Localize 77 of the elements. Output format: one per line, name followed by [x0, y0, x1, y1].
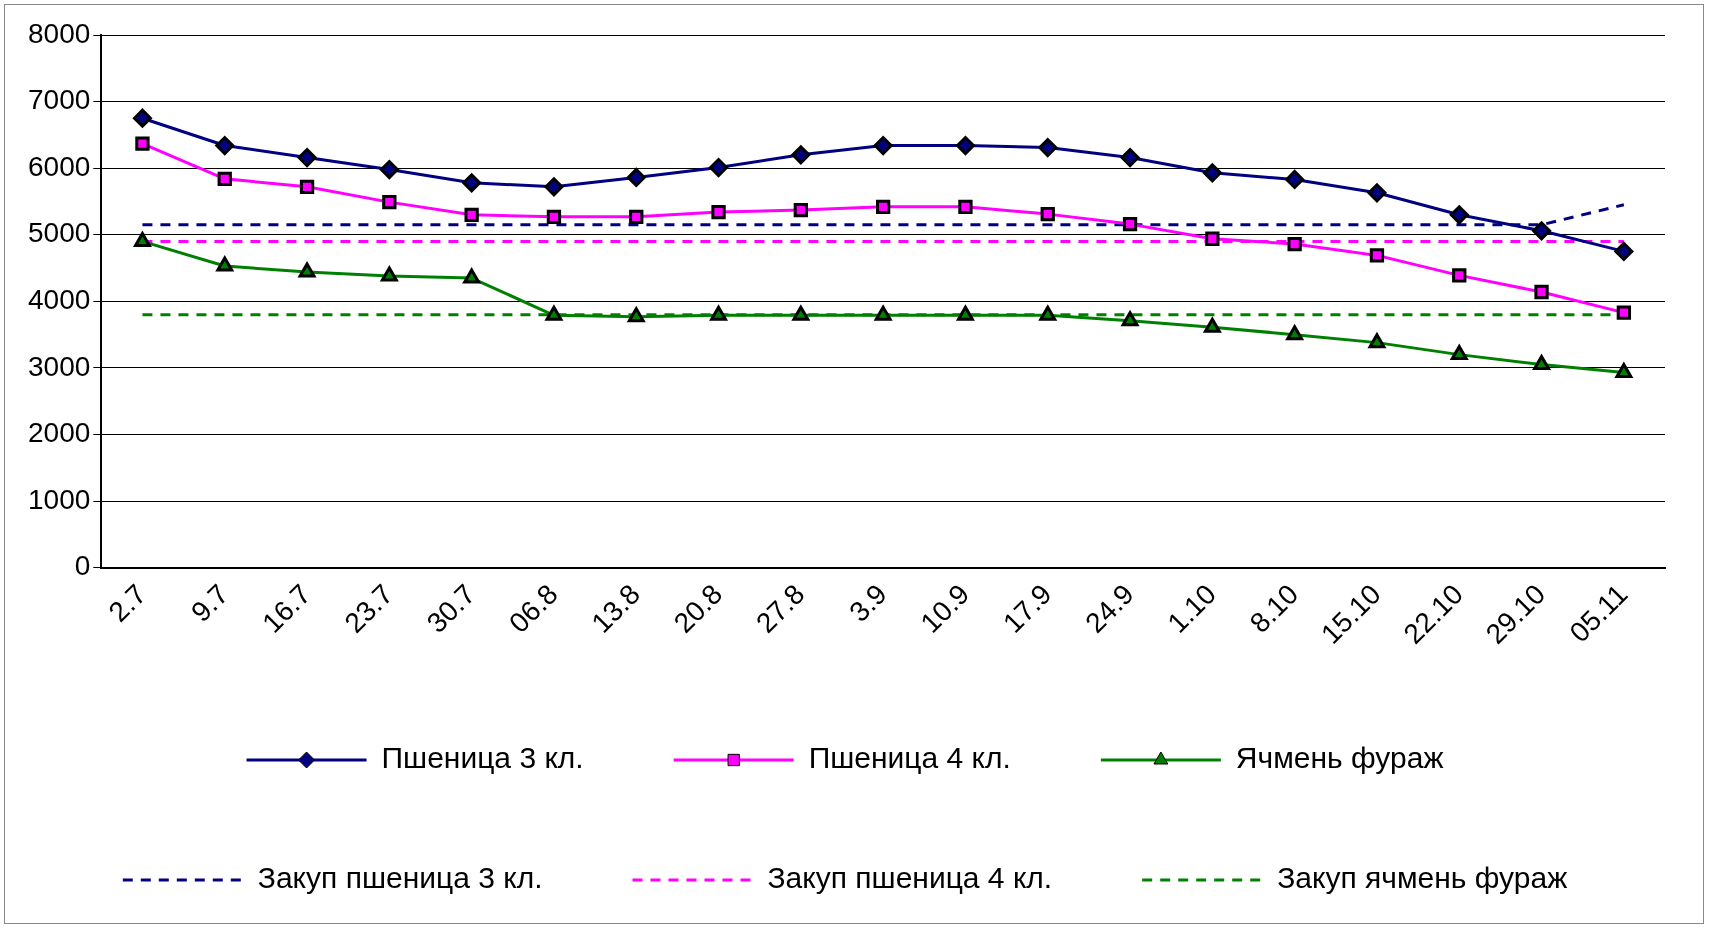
point [1038, 138, 1058, 158]
point [297, 148, 317, 168]
point [464, 207, 479, 222]
point [132, 108, 152, 128]
point [875, 199, 891, 214]
point [1532, 221, 1552, 241]
point [135, 136, 150, 151]
y-tick-label: 3000 [27, 350, 91, 382]
point [709, 158, 729, 178]
point [462, 173, 482, 193]
x-tick-label: 06.8 [503, 578, 564, 639]
legend-label: Пшеница 4 кл. [808, 741, 1011, 775]
y-tick-label: 8000 [27, 17, 91, 49]
y-tick-label: 0 [74, 550, 91, 582]
point [1287, 236, 1302, 252]
point [1039, 305, 1057, 321]
point [380, 266, 398, 282]
y-tick-label: 6000 [27, 150, 91, 182]
point [1285, 169, 1305, 189]
x-tick-label: 3.9 [843, 578, 893, 628]
y-tick-label: 5000 [27, 217, 91, 249]
y-tick-label: 1000 [27, 483, 91, 515]
y-tick-label: 4000 [27, 284, 91, 316]
point [545, 305, 563, 321]
point [626, 168, 646, 187]
legend-label: Пшеница 3 кл. [381, 741, 584, 775]
point [1452, 268, 1467, 283]
point [1286, 325, 1304, 341]
x-tick-label: 9.7 [184, 578, 235, 628]
point [544, 177, 564, 197]
legend-label: Закуп пшеница 4 кл. [767, 861, 1053, 895]
point [299, 179, 315, 194]
point [216, 256, 234, 272]
point [1615, 363, 1633, 379]
point [1449, 205, 1469, 225]
legend-label: Ячмень фураж [1235, 741, 1444, 775]
point [215, 136, 235, 156]
point [1121, 311, 1139, 327]
point [1120, 148, 1140, 168]
point [463, 268, 481, 284]
point [546, 209, 562, 224]
point [1534, 284, 1549, 300]
point [379, 160, 399, 180]
point [873, 136, 893, 156]
y-tick-label: 2000 [27, 417, 91, 449]
point [1367, 183, 1387, 203]
point [791, 145, 811, 165]
point [382, 194, 397, 210]
point [1616, 305, 1632, 320]
point [955, 136, 975, 156]
point [958, 199, 973, 214]
point [1614, 241, 1634, 261]
point [1040, 206, 1055, 222]
x-tick-label: 2.7 [102, 578, 153, 628]
point [1203, 317, 1221, 333]
point [874, 305, 892, 321]
point [710, 305, 727, 321]
point [711, 204, 726, 220]
point [1369, 248, 1385, 263]
point [793, 202, 808, 218]
point [1533, 355, 1550, 371]
point [1202, 163, 1222, 183]
point [1205, 231, 1220, 246]
y-tick-label: 7000 [27, 84, 91, 116]
point [1368, 333, 1386, 349]
point [217, 171, 232, 186]
legend-label: Закуп пшеница 3 кл. [257, 861, 543, 895]
point [298, 262, 316, 278]
point [792, 305, 810, 321]
point [627, 307, 645, 323]
point [1450, 345, 1468, 361]
point [629, 209, 644, 224]
x-tick-label: 8.10 [1243, 578, 1305, 639]
legend-label: Закуп ячмень фураж [1277, 861, 1568, 895]
point [1122, 216, 1138, 232]
point [957, 305, 974, 321]
point [134, 231, 151, 247]
